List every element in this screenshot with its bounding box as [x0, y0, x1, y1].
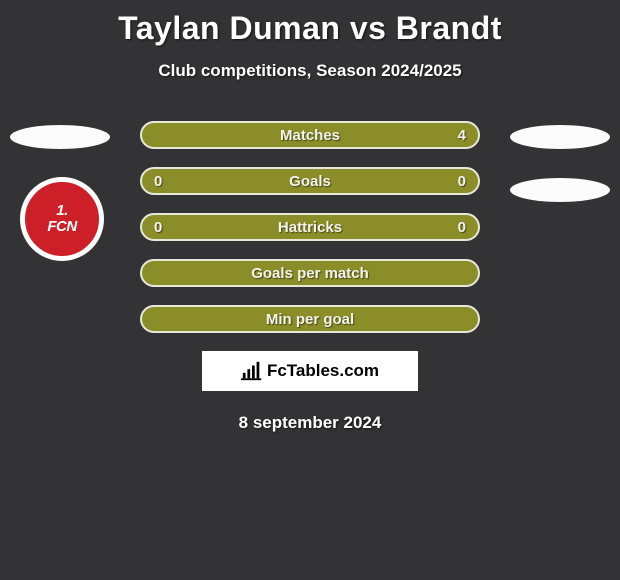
stat-right-value: 0	[446, 173, 466, 190]
club-badge-line2: FCN	[47, 219, 76, 235]
player-left-placeholder	[10, 125, 110, 149]
page-title: Taylan Duman vs Brandt	[0, 0, 620, 47]
stat-pill-goals: 0 Goals 0	[140, 167, 480, 195]
club-right-placeholder	[510, 178, 610, 202]
stat-pill-goals-per-match: Goals per match	[140, 259, 480, 287]
chart-bars-icon	[241, 360, 263, 382]
stat-label: Matches	[280, 127, 340, 144]
club-badge-line1: 1.	[47, 203, 76, 219]
stat-row: Min per goal	[0, 305, 620, 333]
page-subtitle: Club competitions, Season 2024/2025	[0, 61, 620, 81]
attribution-badge: FcTables.com	[202, 351, 418, 391]
stat-row: Goals per match	[0, 259, 620, 287]
club-badge-text: 1. FCN	[47, 203, 76, 235]
stat-label: Goals per match	[251, 265, 369, 282]
page-date: 8 september 2024	[0, 413, 620, 433]
stat-label: Goals	[289, 173, 331, 190]
club-badge-left: 1. FCN	[20, 177, 104, 261]
player-right-placeholder	[510, 125, 610, 149]
stat-pill-hattricks: 0 Hattricks 0	[140, 213, 480, 241]
stat-label: Hattricks	[278, 219, 342, 236]
attribution-text: FcTables.com	[267, 361, 379, 381]
stat-left-value: 0	[154, 173, 174, 190]
stat-pill-matches: Matches 4	[140, 121, 480, 149]
stat-left-value: 0	[154, 219, 174, 236]
stat-right-value: 4	[446, 127, 466, 144]
stat-pill-min-per-goal: Min per goal	[140, 305, 480, 333]
stat-label: Min per goal	[266, 311, 354, 328]
stat-right-value: 0	[446, 219, 466, 236]
